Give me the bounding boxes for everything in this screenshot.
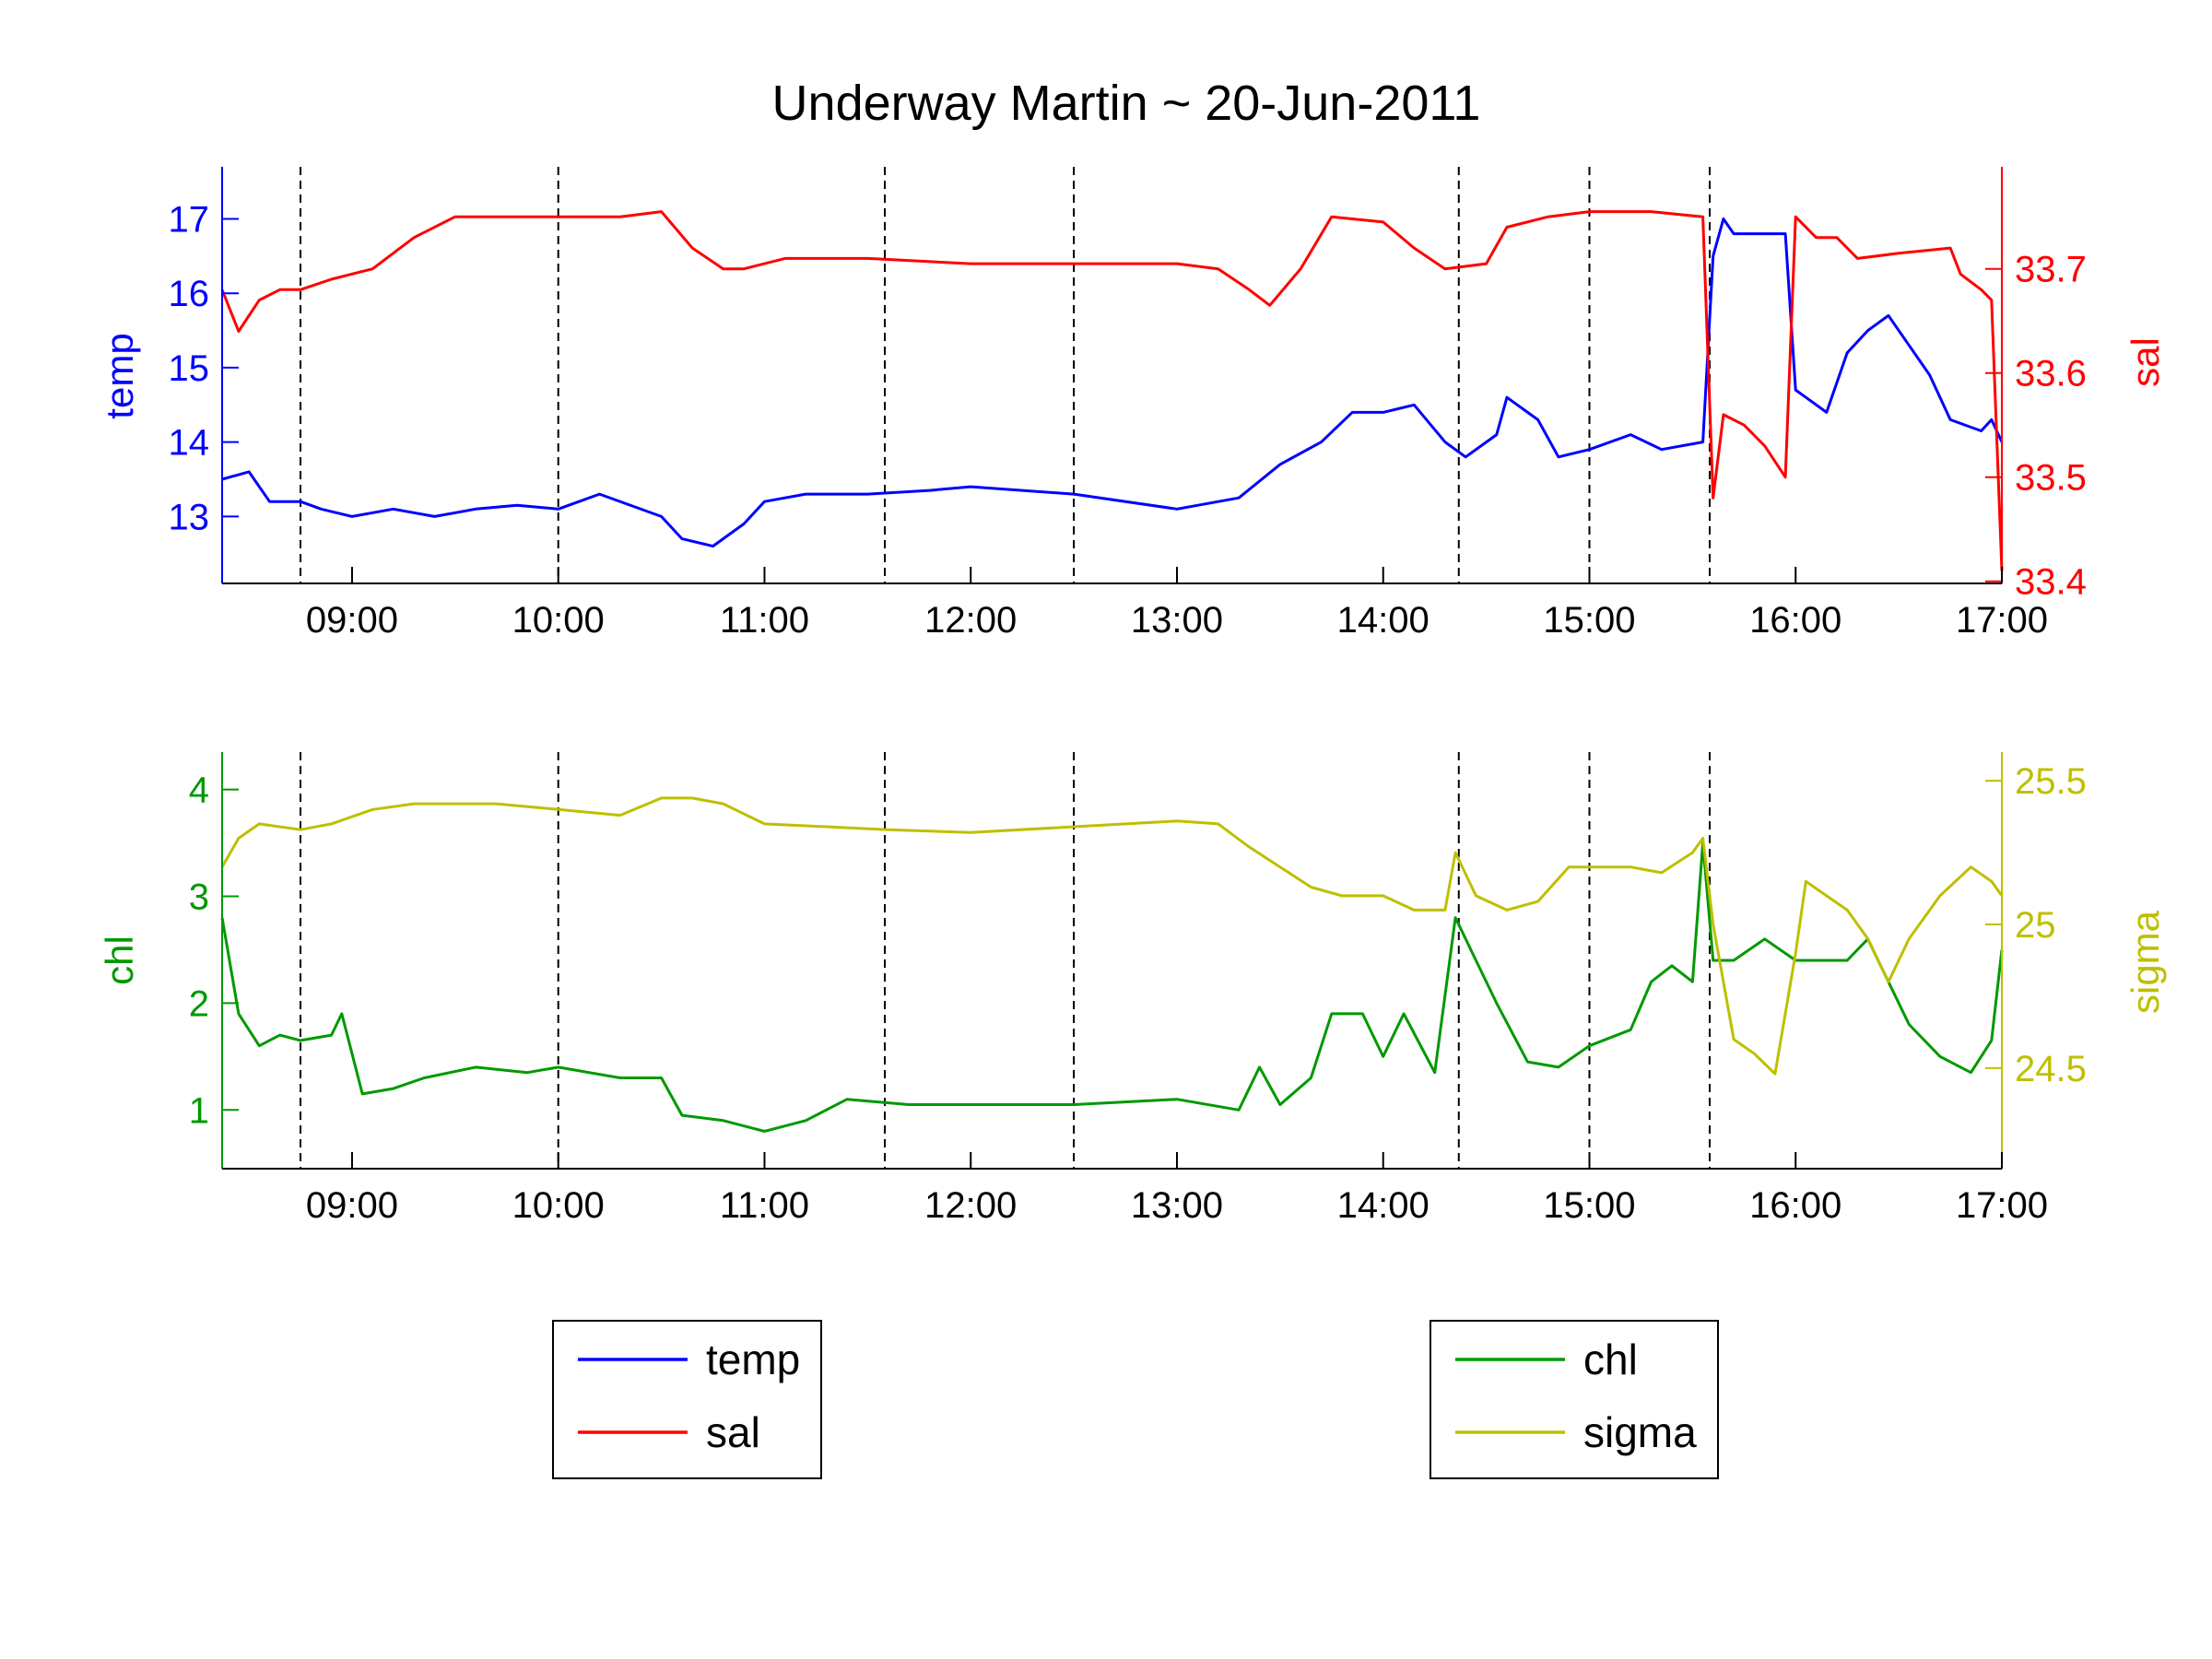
legend-box	[1430, 1320, 1719, 1479]
x-tick-label: 12:00	[924, 1185, 1017, 1226]
right-axis-label: sigma	[2124, 910, 2167, 1014]
x-tick-label: 14:00	[1337, 1185, 1430, 1226]
legend-chl-sigma: chl sigma	[1430, 1320, 1719, 1479]
left-tick-label: 3	[189, 877, 209, 917]
series-chl-line	[220, 841, 2004, 1133]
x-tick-label: 10:00	[512, 1185, 605, 1226]
x-tick-label: 13:00	[1131, 600, 1223, 641]
x-tick-label: 16:00	[1749, 1185, 1841, 1226]
top-panel: 13 14 15 16 17 temp 33.4 33.5 33.6 33.7 sal 09:00 10…	[98, 167, 2167, 641]
left-tick-label: 2	[189, 983, 209, 1024]
x-tick-label: 15:00	[1543, 1185, 1635, 1226]
legend-label-temp: temp	[706, 1335, 800, 1383]
right-tick-label: 25.5	[2015, 761, 2087, 802]
x-tick-label: 12:00	[924, 600, 1017, 641]
left-tick-label: 15	[169, 348, 210, 389]
series-sigma-line	[220, 796, 2004, 1076]
left-tick-label: 4	[189, 771, 209, 811]
x-tick-label: 16:00	[1749, 600, 1841, 641]
left-axis-label: temp	[98, 333, 141, 418]
chart-title: Underway Martin ~ 20-Jun-2011	[772, 76, 1481, 131]
x-tick-label: 17:00	[1956, 600, 2048, 641]
right-axis-label: sal	[2124, 337, 2167, 387]
right-tick-label: 33.4	[2015, 562, 2087, 603]
legend-temp-sal: temp sal	[552, 1320, 822, 1479]
right-tick-label: 33.5	[2015, 458, 2087, 499]
bottom-panel: 1 2 3 4 chl 24.5 25 25.5 sigma 09:00 10:00 11:00 12:…	[98, 752, 2167, 1226]
x-tick-label: 11:00	[720, 1185, 809, 1226]
series-sal-line	[220, 210, 2004, 571]
left-tick-label: 1	[189, 1090, 209, 1131]
legend-label-chl: chl	[1583, 1335, 1638, 1383]
x-tick-label: 11:00	[720, 600, 809, 641]
legend-box	[552, 1320, 822, 1479]
x-tick-label: 14:00	[1337, 600, 1430, 641]
right-tick-label: 33.7	[2015, 250, 2087, 290]
left-tick-label: 17	[169, 200, 210, 241]
legend-label-sal: sal	[706, 1408, 760, 1456]
series-temp-line	[221, 218, 2004, 548]
right-tick-label: 24.5	[2015, 1049, 2087, 1089]
x-tick-label: 17:00	[1956, 1185, 2048, 1226]
left-tick-label: 14	[169, 423, 210, 464]
right-tick-label: 33.6	[2015, 354, 2087, 394]
x-tick-label: 09:00	[306, 1185, 398, 1226]
x-tick-label: 15:00	[1543, 600, 1635, 641]
x-tick-label: 10:00	[512, 600, 605, 641]
legend-label-sigma: sigma	[1583, 1408, 1697, 1456]
x-tick-label: 13:00	[1131, 1185, 1223, 1226]
left-axis-label: chl	[98, 935, 141, 985]
x-tick-label: 09:00	[306, 600, 398, 641]
right-tick-label: 25	[2015, 905, 2056, 946]
left-tick-label: 16	[169, 274, 210, 314]
left-tick-label: 13	[169, 497, 210, 537]
